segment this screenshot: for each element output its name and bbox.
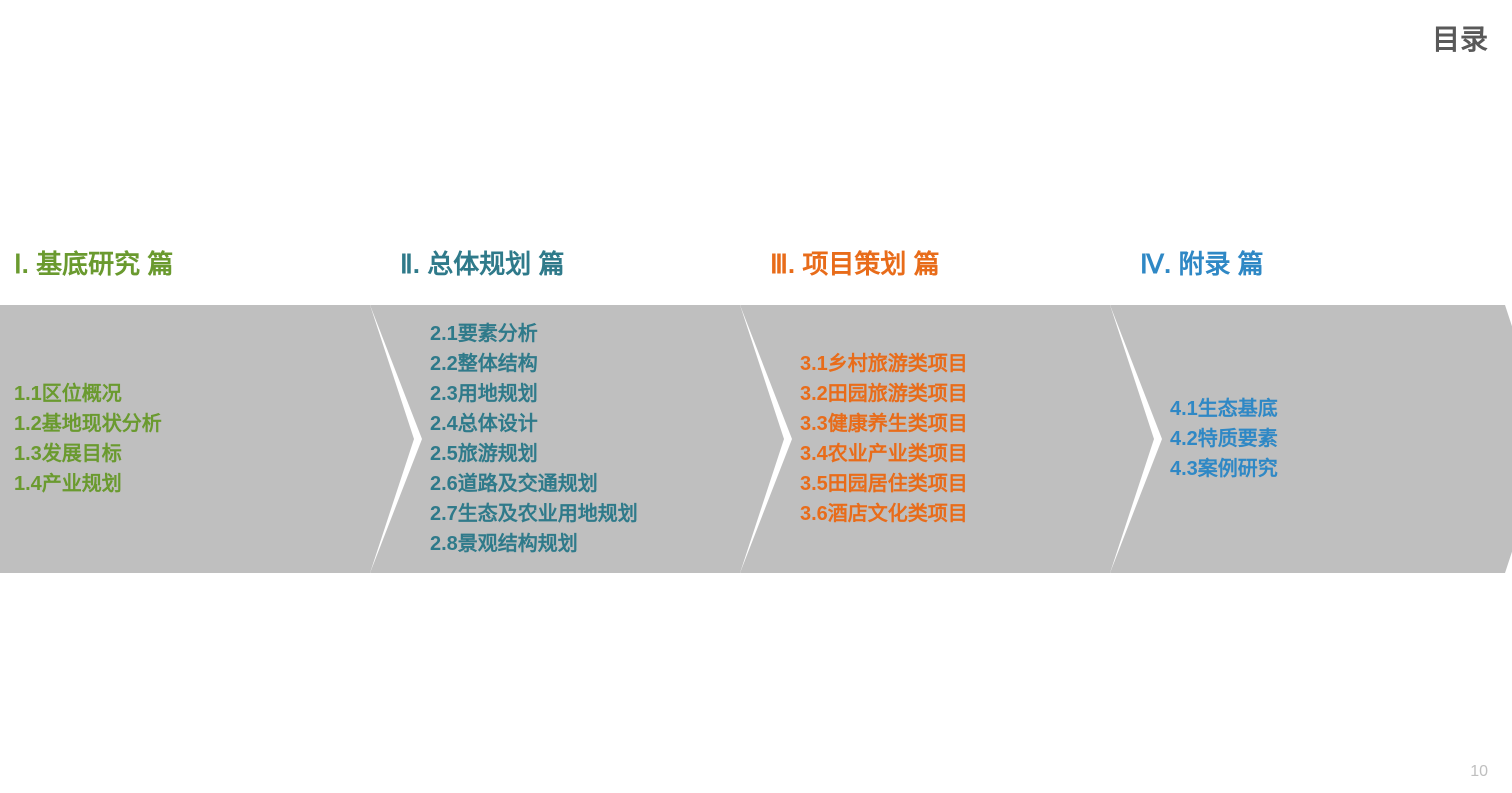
arrow-tip (1110, 305, 1154, 573)
section-header-1: Ⅰ. 基底研究 篇 (0, 244, 370, 281)
toc-item: 3.1乡村旅游类项目 (800, 349, 968, 379)
toc-item: 4.3案例研究 (1170, 454, 1278, 484)
section-header-3: Ⅲ. 项目策划 篇 (740, 244, 1110, 281)
toc-item: 2.3用地规划 (430, 379, 638, 409)
page-number: 10 (1470, 763, 1488, 781)
arrow-tip (740, 305, 784, 573)
arrow-block-4: 4.1生态基底 4.2特质要素 4.3案例研究 (1110, 305, 1505, 573)
toc-item: 1.2基地现状分析 (14, 409, 162, 439)
toc-item: 2.8景观结构规划 (430, 529, 638, 559)
section-header-4: Ⅳ. 附录 篇 (1110, 244, 1505, 281)
toc-item: 2.4总体设计 (430, 409, 638, 439)
section-headers-row: Ⅰ. 基底研究 篇 Ⅱ. 总体规划 篇 Ⅲ. 项目策划 篇 Ⅳ. 附录 篇 (0, 244, 1512, 281)
toc-item: 3.2田园旅游类项目 (800, 379, 968, 409)
arrow-block-3: 3.1乡村旅游类项目 3.2田园旅游类项目 3.3健康养生类项目 3.4农业产业… (740, 305, 1110, 573)
toc-item: 3.6酒店文化类项目 (800, 499, 968, 529)
toc-item: 2.6道路及交通规划 (430, 469, 638, 499)
arrow-block-2: 2.1要素分析 2.2整体结构 2.3用地规划 2.4总体设计 2.5旅游规划 … (370, 305, 740, 573)
toc-item: 3.4农业产业类项目 (800, 439, 968, 469)
arrow-items-1: 1.1区位概况 1.2基地现状分析 1.3发展目标 1.4产业规划 (0, 305, 162, 573)
arrow-tip (370, 305, 414, 573)
toc-item: 2.2整体结构 (430, 349, 638, 379)
toc-item: 2.7生态及农业用地规划 (430, 499, 638, 529)
toc-item: 4.2特质要素 (1170, 424, 1278, 454)
arrow-tip (1505, 305, 1512, 573)
toc-item: 2.1要素分析 (430, 319, 638, 349)
toc-item: 2.5旅游规划 (430, 439, 638, 469)
toc-item: 1.1区位概况 (14, 379, 162, 409)
arrow-row: 1.1区位概况 1.2基地现状分析 1.3发展目标 1.4产业规划 2.1要素分… (0, 305, 1512, 573)
toc-item: 3.3健康养生类项目 (800, 409, 968, 439)
section-header-2: Ⅱ. 总体规划 篇 (370, 244, 740, 281)
page-title: 目录 (1432, 18, 1488, 58)
toc-item: 1.4产业规划 (14, 469, 162, 499)
toc-item: 4.1生态基底 (1170, 394, 1278, 424)
toc-item: 1.3发展目标 (14, 439, 162, 469)
arrow-block-1: 1.1区位概况 1.2基地现状分析 1.3发展目标 1.4产业规划 (0, 305, 370, 573)
toc-item: 3.5田园居住类项目 (800, 469, 968, 499)
